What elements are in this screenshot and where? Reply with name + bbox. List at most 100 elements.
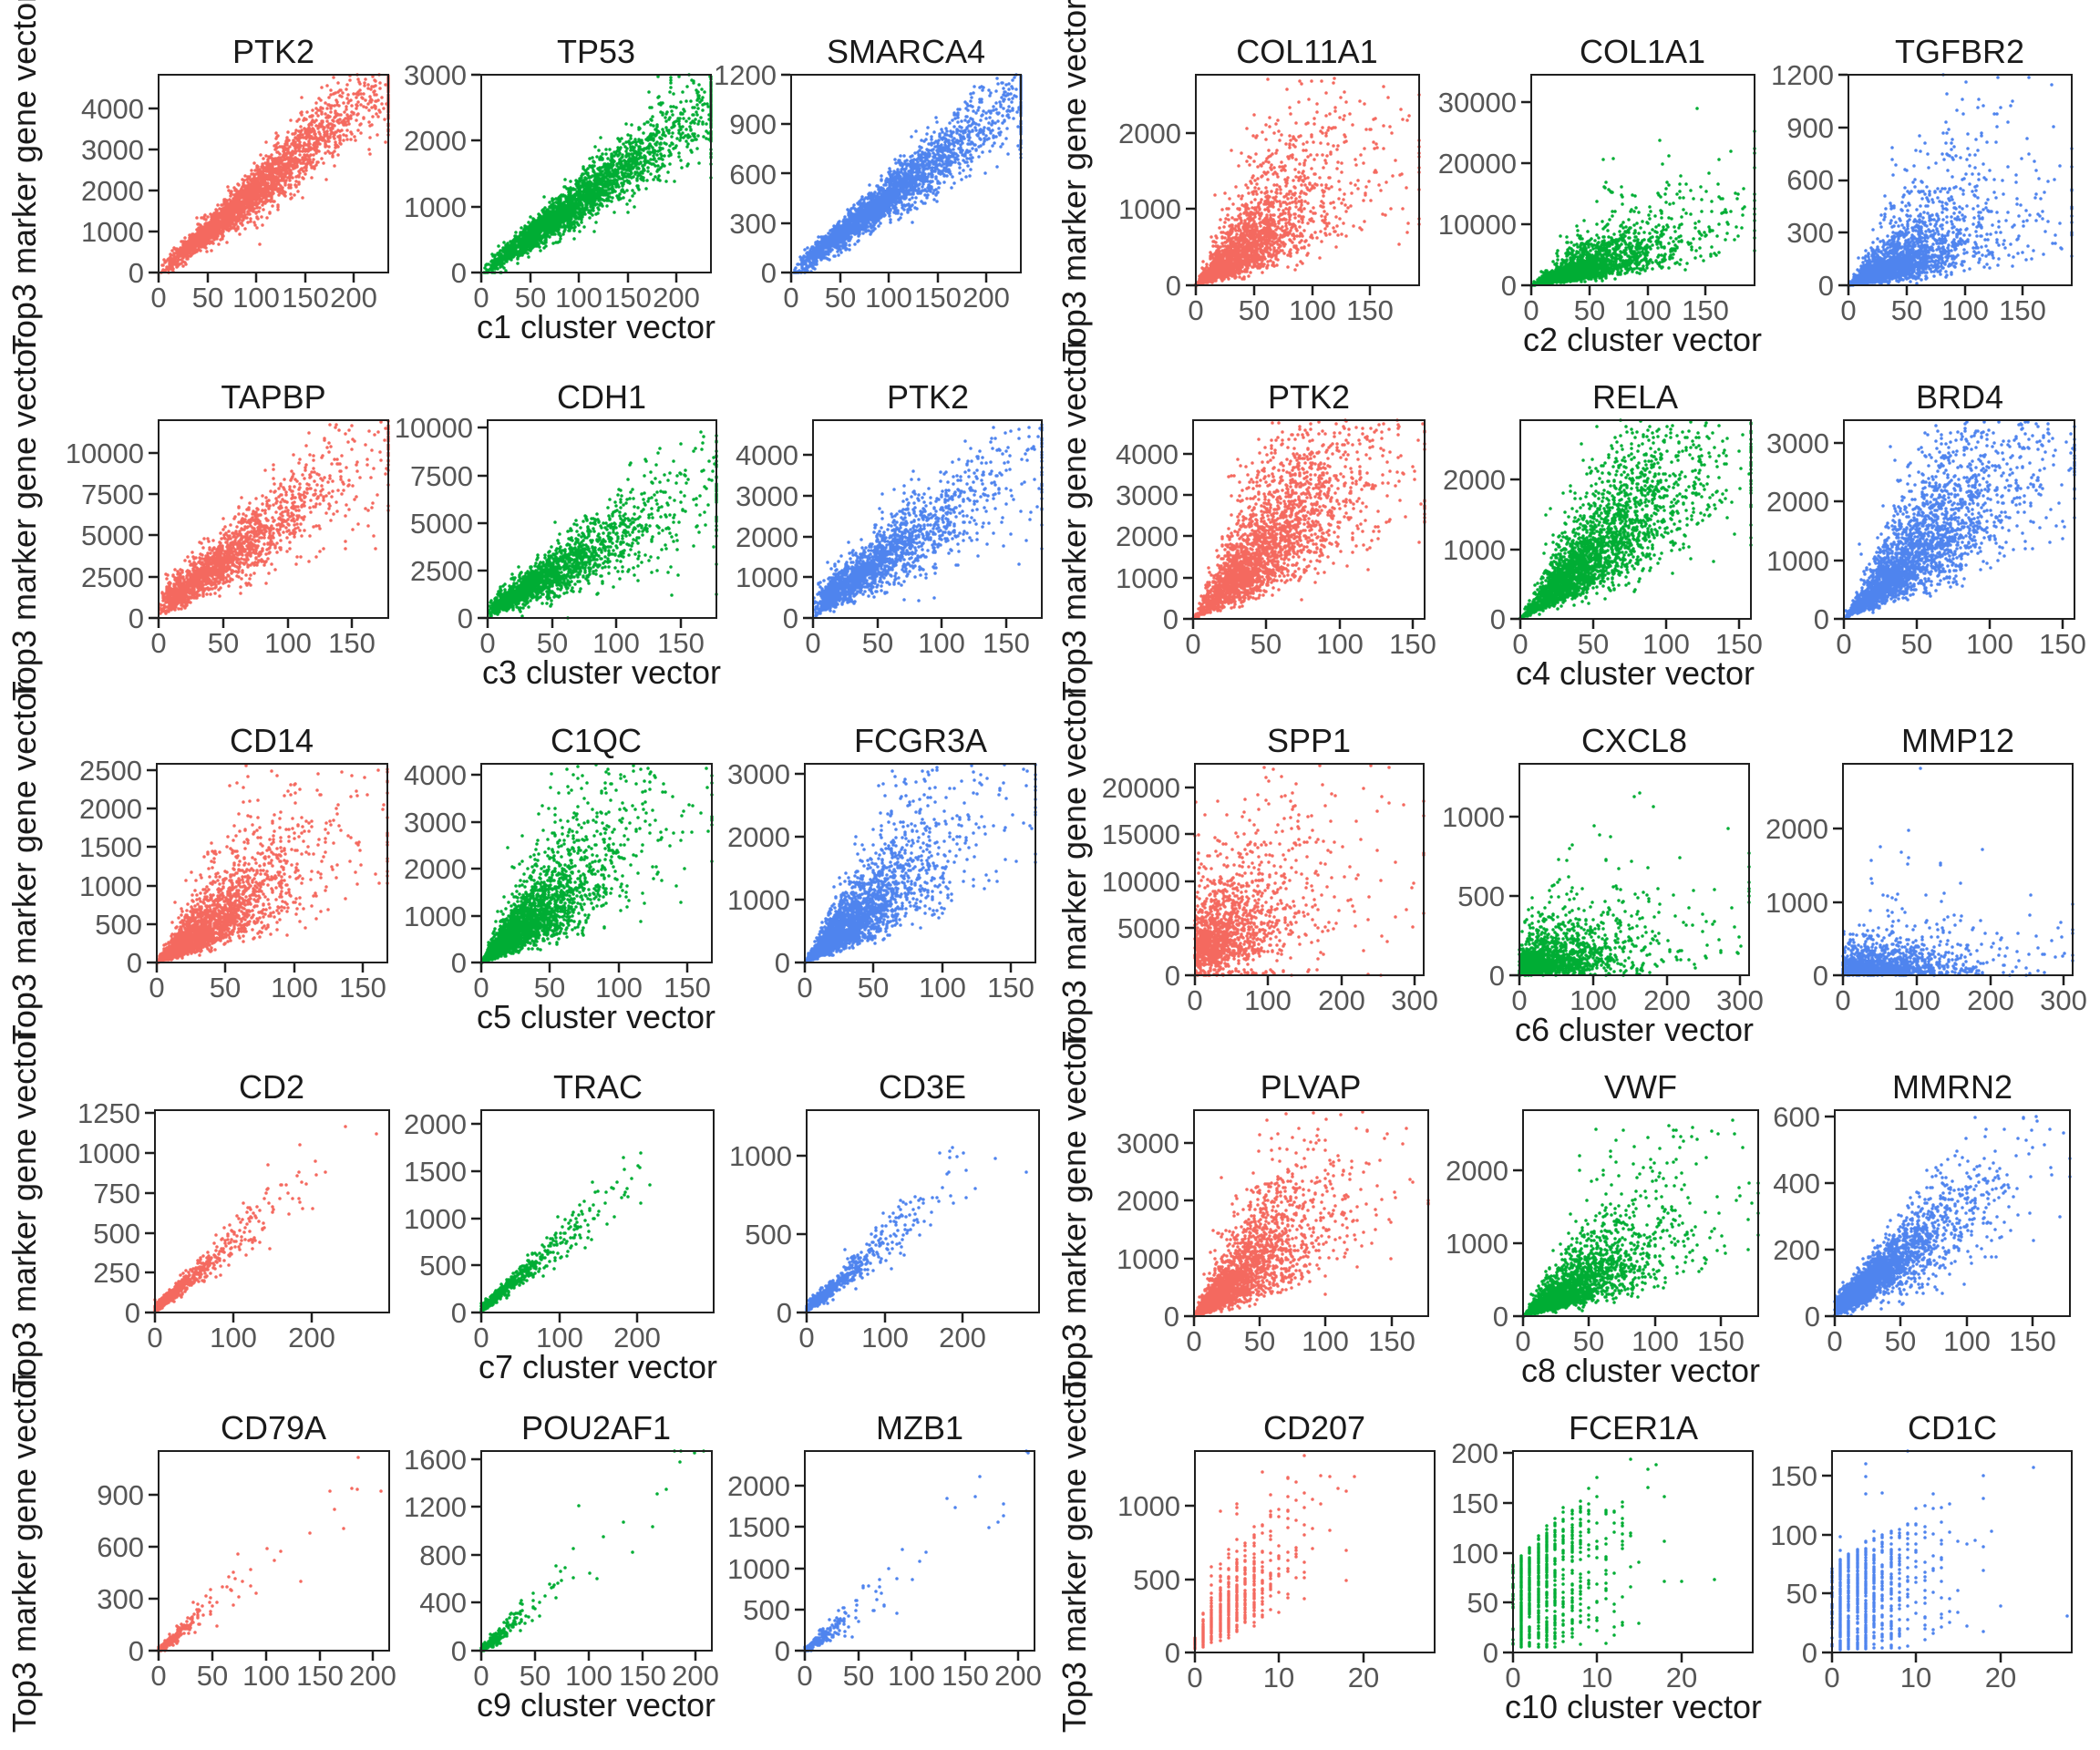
svg-text:0: 0 <box>451 1297 467 1329</box>
svg-text:50: 50 <box>534 972 565 1004</box>
svg-text:200: 200 <box>939 1322 986 1354</box>
svg-text:PTK2: PTK2 <box>887 378 969 416</box>
svg-text:0: 0 <box>150 282 166 314</box>
svg-text:300: 300 <box>2040 984 2087 1016</box>
svg-text:50: 50 <box>858 972 889 1004</box>
svg-text:200: 200 <box>1451 1437 1498 1469</box>
svg-text:300: 300 <box>1716 984 1764 1016</box>
svg-text:100: 100 <box>1770 1519 1817 1551</box>
svg-text:4000: 4000 <box>81 93 144 125</box>
svg-text:1000: 1000 <box>404 901 467 932</box>
svg-text:0: 0 <box>761 257 777 289</box>
svg-text:1000: 1000 <box>1118 193 1181 225</box>
svg-text:0: 0 <box>1840 294 1856 326</box>
svg-text:1250: 1250 <box>77 1097 140 1129</box>
svg-text:1200: 1200 <box>404 1491 467 1523</box>
svg-text:100: 100 <box>264 627 312 659</box>
svg-text:1600: 1600 <box>404 1444 467 1476</box>
svg-text:0: 0 <box>473 972 489 1004</box>
svg-text:200: 200 <box>613 1322 661 1354</box>
svg-text:VWF: VWF <box>1604 1068 1677 1106</box>
svg-text:50: 50 <box>208 627 239 659</box>
svg-text:0: 0 <box>473 1660 489 1692</box>
svg-text:2000: 2000 <box>1443 464 1506 496</box>
svg-text:c5 cluster vector: c5 cluster vector <box>477 998 715 1035</box>
svg-text:c3 cluster vector: c3 cluster vector <box>482 654 721 691</box>
svg-text:150: 150 <box>282 282 329 314</box>
svg-text:100: 100 <box>918 627 965 659</box>
svg-text:150: 150 <box>619 1660 666 1692</box>
svg-text:0: 0 <box>129 257 144 289</box>
svg-text:150: 150 <box>942 1660 989 1692</box>
svg-text:0: 0 <box>147 1322 162 1354</box>
svg-text:0: 0 <box>775 947 790 979</box>
svg-text:0: 0 <box>1490 603 1506 635</box>
svg-text:7500: 7500 <box>81 479 144 510</box>
svg-text:300: 300 <box>97 1583 144 1615</box>
svg-text:100: 100 <box>865 282 912 314</box>
svg-text:2000: 2000 <box>404 125 467 157</box>
svg-text:150: 150 <box>1770 1460 1817 1492</box>
svg-text:0: 0 <box>1163 603 1179 635</box>
svg-text:0: 0 <box>1483 1637 1498 1669</box>
svg-text:500: 500 <box>1133 1564 1180 1596</box>
svg-text:50: 50 <box>1574 294 1605 326</box>
svg-text:MZB1: MZB1 <box>876 1409 963 1446</box>
svg-text:100: 100 <box>1316 628 1364 660</box>
svg-text:1500: 1500 <box>79 831 142 863</box>
svg-text:20: 20 <box>1985 1662 2016 1693</box>
svg-text:1500: 1500 <box>727 1511 790 1543</box>
svg-text:10: 10 <box>1263 1662 1294 1693</box>
svg-text:50: 50 <box>1239 294 1270 326</box>
svg-text:0: 0 <box>1813 960 1828 992</box>
svg-text:100: 100 <box>1451 1538 1498 1570</box>
svg-text:TP53: TP53 <box>557 33 635 70</box>
svg-text:0: 0 <box>127 947 142 979</box>
svg-text:c1 cluster vector: c1 cluster vector <box>477 308 715 345</box>
svg-text:0: 0 <box>1824 1662 1839 1693</box>
svg-text:900: 900 <box>729 108 777 140</box>
svg-text:0: 0 <box>797 1660 812 1692</box>
svg-text:COL11A1: COL11A1 <box>1236 33 1377 70</box>
svg-text:300: 300 <box>1391 984 1438 1016</box>
svg-text:100: 100 <box>536 1322 583 1354</box>
svg-text:c9 cluster vector: c9 cluster vector <box>477 1686 715 1724</box>
svg-text:0: 0 <box>777 1297 792 1329</box>
svg-text:FCGR3A: FCGR3A <box>854 722 987 759</box>
svg-text:0: 0 <box>1818 270 1834 302</box>
svg-text:150: 150 <box>1389 628 1436 660</box>
svg-text:150: 150 <box>604 282 652 314</box>
svg-text:200: 200 <box>1318 984 1365 1016</box>
svg-text:3000: 3000 <box>404 807 467 839</box>
svg-text:C1QC: C1QC <box>551 722 642 759</box>
svg-text:TRAC: TRAC <box>553 1068 643 1106</box>
svg-text:MMRN2: MMRN2 <box>1892 1068 2012 1106</box>
svg-text:POU2AF1: POU2AF1 <box>521 1409 671 1446</box>
svg-text:1000: 1000 <box>1443 534 1506 566</box>
svg-text:600: 600 <box>97 1531 144 1563</box>
svg-text:c8 cluster vector: c8 cluster vector <box>1521 1352 1760 1389</box>
svg-text:c4 cluster vector: c4 cluster vector <box>1516 654 1755 692</box>
svg-text:50: 50 <box>1573 1325 1604 1357</box>
svg-text:Top3 marker gene vector: Top3 marker gene vector <box>5 682 43 1045</box>
svg-text:1000: 1000 <box>81 216 144 248</box>
svg-text:3000: 3000 <box>1116 479 1179 511</box>
svg-text:100: 100 <box>1943 1325 1991 1357</box>
svg-text:5000: 5000 <box>1117 912 1180 944</box>
svg-text:0: 0 <box>783 282 798 314</box>
svg-text:CXCL8: CXCL8 <box>1581 722 1687 759</box>
svg-text:0: 0 <box>1493 1301 1508 1333</box>
svg-text:50: 50 <box>843 1660 874 1692</box>
svg-text:3000: 3000 <box>1766 427 1829 459</box>
svg-text:50: 50 <box>1885 1325 1916 1357</box>
svg-text:3000: 3000 <box>404 59 467 91</box>
svg-text:500: 500 <box>95 909 142 941</box>
svg-text:10000: 10000 <box>395 412 473 444</box>
svg-text:0: 0 <box>1166 270 1181 302</box>
svg-text:100: 100 <box>271 972 318 1004</box>
svg-text:1000: 1000 <box>727 1553 790 1585</box>
svg-text:200: 200 <box>330 282 377 314</box>
svg-text:2000: 2000 <box>1765 813 1828 845</box>
svg-text:10: 10 <box>1900 1662 1931 1693</box>
svg-text:200: 200 <box>653 282 700 314</box>
